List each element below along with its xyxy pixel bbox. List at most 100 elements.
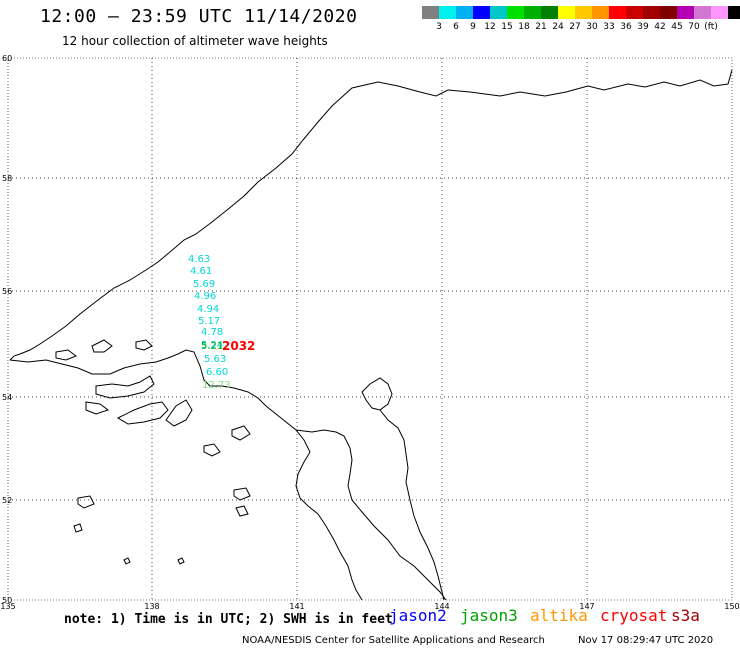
longitude-tick: 144 bbox=[434, 602, 449, 611]
color-swatch bbox=[456, 6, 473, 19]
island-west-6 bbox=[91, 339, 113, 353]
island-west-5 bbox=[55, 349, 78, 361]
island-shantar-1 bbox=[203, 443, 221, 457]
color-scale-label: 3 bbox=[436, 22, 442, 32]
color-scale-labels: 3 6 9 12 15 18 21 24 27 30 33 36 39 42 45 70 (ft) bbox=[422, 22, 740, 34]
color-swatch bbox=[711, 6, 728, 19]
sakhalin-island bbox=[379, 409, 445, 601]
island-shantar-2 bbox=[231, 425, 251, 441]
color-scale-label: 9 bbox=[470, 22, 476, 32]
wave-height-label: 4.63 bbox=[188, 254, 210, 265]
color-scale-label: 12 bbox=[484, 22, 496, 32]
color-scale-label: 36 bbox=[620, 22, 632, 32]
wave-height-label: 5.21 bbox=[201, 341, 223, 352]
wave-height-label: 5.17 bbox=[198, 316, 220, 327]
wave-height-label: 4.78 bbox=[201, 327, 223, 338]
page-subtitle: 12 hour collection of altimeter wave hei… bbox=[62, 34, 328, 48]
mainland-south-coast bbox=[9, 349, 363, 601]
color-scale-label: 45 bbox=[671, 22, 683, 32]
wave-height-label: 12.73 bbox=[202, 380, 231, 391]
color-swatch bbox=[490, 6, 507, 19]
bay-coast bbox=[295, 429, 447, 601]
color-swatch bbox=[609, 6, 626, 19]
latitude-tick: 50 bbox=[2, 596, 12, 605]
color-swatch bbox=[439, 6, 456, 19]
longitude-tick: 147 bbox=[579, 602, 594, 611]
color-scale-label: 70 bbox=[688, 22, 700, 32]
latitude-tick: 60 bbox=[2, 54, 12, 63]
color-scale-label: 33 bbox=[603, 22, 615, 32]
longitude-tick: 141 bbox=[289, 602, 304, 611]
wave-height-label: 4.96 bbox=[194, 291, 216, 302]
island-small-6 bbox=[73, 523, 83, 533]
wave-height-label: 6.60 bbox=[206, 367, 228, 378]
wave-height-label: 5.24 bbox=[201, 340, 223, 351]
color-swatch bbox=[575, 6, 592, 19]
latitude-tick-labels: 60 58 56 54 52 50 bbox=[2, 54, 12, 605]
island-small-8 bbox=[177, 557, 185, 565]
color-swatch bbox=[541, 6, 558, 19]
island-shantar-5 bbox=[235, 505, 249, 517]
color-scale-label: 6 bbox=[453, 22, 459, 32]
sakhalin-north-coast bbox=[361, 377, 393, 411]
color-scale-label: 18 bbox=[518, 22, 530, 32]
island-west-2 bbox=[85, 401, 110, 415]
legend-jason2: jason2 bbox=[389, 606, 447, 625]
mainland-north-coast bbox=[9, 69, 733, 361]
color-scale-label: 24 bbox=[552, 22, 564, 32]
color-scale-label: 30 bbox=[586, 22, 598, 32]
color-swatch bbox=[558, 6, 575, 19]
island-small-7 bbox=[123, 557, 131, 565]
page-title: 12:00 – 23:59 UTC 11/14/2020 bbox=[40, 6, 358, 27]
island-west-1 bbox=[95, 375, 155, 399]
wave-height-label: 5.63 bbox=[204, 354, 226, 365]
color-scale-label: 21 bbox=[535, 22, 547, 32]
latitude-tick: 58 bbox=[2, 174, 12, 183]
latitude-tick: 56 bbox=[2, 287, 12, 296]
color-swatch bbox=[524, 6, 541, 19]
latitude-tick: 54 bbox=[2, 393, 12, 402]
wave-height-label: 5.69 bbox=[193, 279, 215, 290]
color-swatch bbox=[677, 6, 694, 19]
island-west-7 bbox=[135, 339, 153, 351]
legend-jason3: jason3 bbox=[460, 606, 518, 625]
coastline bbox=[9, 69, 733, 601]
lat-lon-grid bbox=[8, 58, 732, 600]
island-west-3 bbox=[116, 401, 169, 425]
credit-line: NOAA/NESDIS Center for Satellite Applica… bbox=[242, 635, 545, 646]
map-frame bbox=[7, 57, 733, 601]
wave-height-label: 4.94 bbox=[197, 304, 219, 315]
color-scale-bar bbox=[422, 6, 740, 19]
island-shantar-4 bbox=[77, 495, 95, 509]
color-swatch bbox=[473, 6, 490, 19]
color-swatch bbox=[507, 6, 524, 19]
legend-s3a: s3a bbox=[671, 606, 700, 625]
color-swatch bbox=[694, 6, 711, 19]
color-swatch bbox=[626, 6, 643, 19]
color-scale-label: 27 bbox=[569, 22, 581, 32]
color-swatch bbox=[643, 6, 660, 19]
footnote: note: 1) Time is in UTC; 2) SWH is in fe… bbox=[64, 612, 393, 627]
legend-altika: altika bbox=[530, 606, 588, 625]
generated-timestamp: Nov 17 08:29:47 UTC 2020 bbox=[578, 635, 714, 646]
track-time-label: 2032 bbox=[222, 339, 255, 353]
color-scale-label: 42 bbox=[654, 22, 666, 32]
color-swatch bbox=[592, 6, 609, 19]
color-scale-label: (ft) bbox=[704, 22, 718, 32]
longitude-tick-labels: 135 138 141 144 147 150 bbox=[0, 602, 739, 611]
longitude-tick: 135 bbox=[0, 602, 15, 611]
longitude-tick: 138 bbox=[144, 602, 159, 611]
island-west-4 bbox=[165, 399, 193, 427]
wave-height-observations: 4.634.61 5.694.96 4.945.174.78 5.245.21 5.63… bbox=[188, 254, 231, 391]
color-scale-label: 15 bbox=[501, 22, 513, 32]
color-swatch bbox=[660, 6, 677, 19]
wave-height-label: 4.61 bbox=[190, 266, 212, 277]
color-swatch bbox=[422, 6, 439, 19]
legend-cryosat: cryosat bbox=[600, 606, 668, 625]
color-swatch bbox=[728, 6, 740, 19]
island-shantar-3 bbox=[233, 487, 251, 501]
longitude-tick: 150 bbox=[724, 602, 739, 611]
latitude-tick: 52 bbox=[2, 496, 12, 505]
color-scale-label: 39 bbox=[637, 22, 649, 32]
